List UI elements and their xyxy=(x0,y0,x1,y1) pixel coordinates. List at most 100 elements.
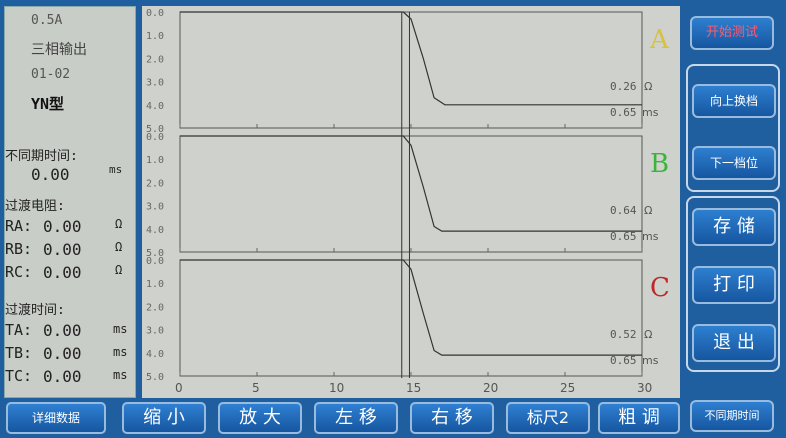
waveform-chart-area: 0.0 1.0 2.0 3.0 4.0 5.0 A 0.26 Ω 0.65 ms 0.0 1.0 2.0 3… xyxy=(142,6,680,398)
series-line xyxy=(180,259,642,356)
move-right-button[interactable]: 右 移 xyxy=(410,402,494,434)
phase-label: B xyxy=(650,149,669,179)
ta-label: TA: xyxy=(5,321,33,339)
tap-down-label: 下一档位 xyxy=(709,156,758,170)
exit-button[interactable]: 退 出 xyxy=(692,324,776,362)
ta-unit: ms xyxy=(113,322,128,336)
y-tick-label: 0.0 xyxy=(146,132,164,143)
ms-unit: ms xyxy=(642,354,659,367)
async-time-unit: ms xyxy=(109,163,123,176)
ohm-unit: Ω xyxy=(644,80,652,93)
zoom-in-button[interactable]: 放 大 xyxy=(218,402,302,434)
coarse-adjust-button[interactable]: 粗 调 xyxy=(598,402,680,434)
ra-unit: Ω xyxy=(115,217,123,231)
transition-time-label: 过渡时间: xyxy=(5,303,65,318)
rc-unit: Ω xyxy=(115,263,123,277)
y-tick-label: 1.0 xyxy=(146,31,164,42)
rb-label: RB: xyxy=(5,240,33,258)
y-tick-label: 5.0 xyxy=(146,248,164,259)
start-test-button[interactable]: 开始测试 xyxy=(690,16,774,50)
async-time-button-label: 不同期时间 xyxy=(704,409,760,422)
panel-frame xyxy=(179,11,643,129)
output-mode: 三相输出 xyxy=(31,42,87,58)
y-tick-label: 3.0 xyxy=(146,78,164,89)
panel-frame xyxy=(179,135,643,253)
y-tick-label: 4.0 xyxy=(146,101,164,112)
x-tick-label: 25 xyxy=(560,381,575,395)
y-tick-label: 5.0 xyxy=(146,124,164,135)
ohm-unit: Ω xyxy=(644,204,652,217)
right-button-panel: 开始测试 向上换档 下一档位 存 储 打 印 退 出 不同期时间 xyxy=(686,6,782,432)
ta-value: 0.00 xyxy=(43,321,82,340)
x-tick-label: 20 xyxy=(483,381,498,395)
series-line xyxy=(180,11,642,106)
y-tick-label: 3.0 xyxy=(146,326,164,337)
zoom-out-label: 缩 小 xyxy=(143,407,185,428)
move-right-label: 右 移 xyxy=(431,407,473,428)
y-tick-label: 4.0 xyxy=(146,225,164,236)
ruler-button[interactable]: 标尺2 xyxy=(506,402,590,434)
action-button-group: 存 储 打 印 退 出 xyxy=(686,196,780,372)
rb-value: 0.00 xyxy=(43,240,82,259)
y-tick-label: 4.0 xyxy=(146,349,164,360)
tb-label: TB: xyxy=(5,344,33,362)
y-tick-label: 2.0 xyxy=(146,178,164,189)
connection-type: YN型 xyxy=(31,95,65,113)
ms-unit: ms xyxy=(642,106,659,119)
print-label: 打 印 xyxy=(713,274,755,295)
ohm-unit: Ω xyxy=(644,328,652,341)
y-tick-label: 2.0 xyxy=(146,302,164,313)
y-tick-label: 0.0 xyxy=(146,8,164,19)
details-label: 详细数据 xyxy=(31,411,80,425)
start-test-label: 开始测试 xyxy=(705,25,758,40)
left-info-panel: 0.5A 三相输出 01-02 YN型 不同期时间: 0.00 ms 过渡电阻:… xyxy=(4,6,136,398)
series-line xyxy=(180,135,642,232)
ohm-readout: 0.26 xyxy=(610,80,637,93)
y-tick-label: 5.0 xyxy=(146,372,164,383)
tc-value: 0.00 xyxy=(43,367,82,386)
y-tick-label: 2.0 xyxy=(146,54,164,65)
tap-up-label: 向上换档 xyxy=(709,94,758,108)
ohm-readout: 0.64 xyxy=(610,204,637,217)
rb-unit: Ω xyxy=(115,240,123,254)
ra-value: 0.00 xyxy=(43,217,82,236)
async-time-value: 0.00 xyxy=(31,165,70,184)
panel-frame xyxy=(179,259,643,377)
tc-unit: ms xyxy=(113,368,128,382)
ms-readout: 0.65 xyxy=(610,106,637,119)
y-tick-label: 1.0 xyxy=(146,279,164,290)
x-tick-label: 5 xyxy=(252,381,260,395)
ohm-readout: 0.52 xyxy=(610,328,637,341)
zoom-out-button[interactable]: 缩 小 xyxy=(122,402,206,434)
rc-label: RC: xyxy=(5,263,33,281)
details-button[interactable]: 详细数据 xyxy=(6,402,106,434)
save-button[interactable]: 存 储 xyxy=(692,208,776,246)
move-left-button[interactable]: 左 移 xyxy=(314,402,398,434)
print-button[interactable]: 打 印 xyxy=(692,266,776,304)
tc-label: TC: xyxy=(5,367,33,385)
phase-label: C xyxy=(650,273,670,303)
x-tick-label: 0 xyxy=(175,381,183,395)
save-label: 存 储 xyxy=(713,216,755,237)
y-tick-label: 0.0 xyxy=(146,256,164,267)
x-tick-label: 10 xyxy=(329,381,344,395)
coarse-adjust-label: 粗 调 xyxy=(618,407,660,428)
tap-range: 01-02 xyxy=(31,67,71,82)
async-time-button[interactable]: 不同期时间 xyxy=(690,400,774,432)
async-time-label: 不同期时间: xyxy=(5,149,78,164)
tap-up-button[interactable]: 向上换档 xyxy=(692,84,776,118)
ms-readout: 0.65 xyxy=(610,354,637,367)
phase-label: A xyxy=(649,25,670,55)
ms-readout: 0.65 xyxy=(610,230,637,243)
x-tick-label: 30 xyxy=(637,381,652,395)
x-tick-label: 15 xyxy=(406,381,421,395)
y-tick-label: 1.0 xyxy=(146,155,164,166)
tap-button-group: 向上换档 下一档位 xyxy=(686,64,780,192)
tap-down-button[interactable]: 下一档位 xyxy=(692,146,776,180)
current-value: 0.5A xyxy=(31,13,63,28)
tb-value: 0.00 xyxy=(43,344,82,363)
ruler-label: 标尺2 xyxy=(526,408,570,427)
y-tick-label: 3.0 xyxy=(146,202,164,213)
zoom-in-label: 放 大 xyxy=(239,407,281,428)
waveform-chart[interactable]: 0.0 1.0 2.0 3.0 4.0 5.0 A 0.26 Ω 0.65 ms 0.0 1.0 2.0 3… xyxy=(142,6,680,398)
